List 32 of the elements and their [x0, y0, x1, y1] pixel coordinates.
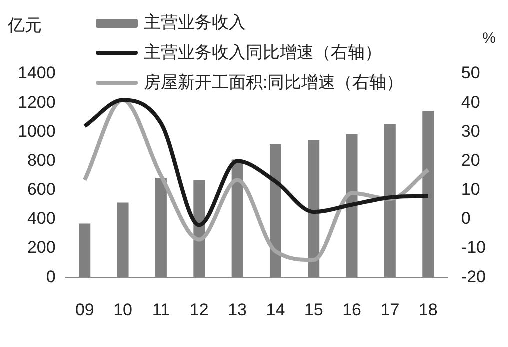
y-tick-label: 1000 — [18, 122, 56, 141]
y-tick-label: 1400 — [18, 64, 56, 83]
y-tick-label: 1200 — [18, 92, 56, 112]
y-tick-label: 400 — [27, 209, 56, 228]
y-tick-label: 600 — [27, 180, 56, 200]
legend-label: 主营业务收入同比增速（右轴） — [144, 42, 382, 64]
y-tick-label: 800 — [27, 150, 56, 170]
line-series — [82, 98, 430, 228]
y2-axis-title: % — [482, 30, 496, 47]
legend-label: 主营业务收入 — [144, 12, 246, 34]
y2-tick-label: 20 — [461, 150, 480, 170]
x-tick-label: 15 — [304, 300, 324, 320]
x-tick-label: 17 — [380, 300, 400, 320]
y-tick-label: 200 — [27, 238, 56, 258]
y-tick-label: 0 — [46, 267, 56, 286]
y2-tick-label: 30 — [461, 122, 480, 141]
x-tick-label: 13 — [228, 300, 248, 320]
x-tick-label: 11 — [152, 300, 170, 320]
x-tick-label: 10 — [114, 300, 133, 320]
x-tick-label: 12 — [190, 300, 209, 320]
x-tick-label: 18 — [418, 300, 438, 320]
y2-tick-label: 10 — [461, 180, 480, 200]
x-tick-label: 09 — [75, 300, 94, 320]
x-tick-label: 16 — [342, 300, 362, 320]
y-axis-title: 亿元 — [8, 15, 42, 37]
y2-tick-label: 50 — [461, 64, 480, 83]
x-tick-label: 14 — [266, 300, 286, 320]
y2-tick-label: 40 — [461, 92, 480, 112]
y2-tick-label: -20 — [461, 267, 486, 286]
y2-tick-label: -10 — [461, 238, 486, 258]
legend-label: 房屋新开工面积:同比增速（右轴） — [144, 72, 404, 94]
y2-tick-label: 0 — [461, 209, 471, 228]
